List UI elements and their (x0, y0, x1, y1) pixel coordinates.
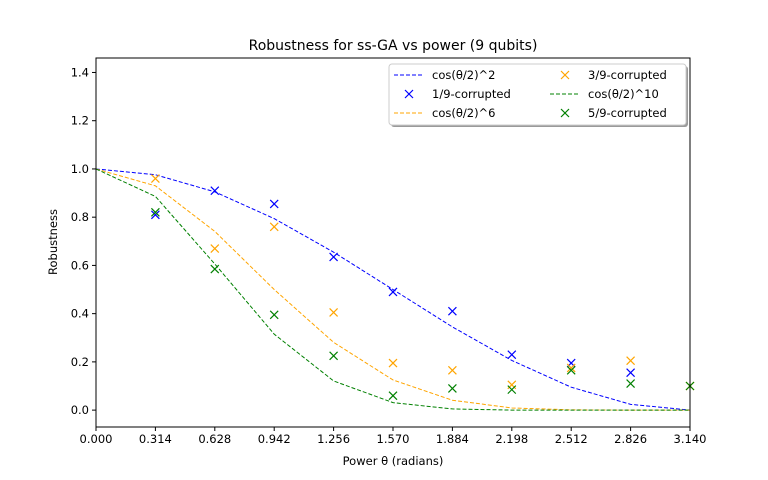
y-axis-label: Robustness (46, 209, 60, 275)
data-point (329, 252, 339, 262)
series-line (95, 168, 691, 411)
x-tick-label: 1.884 (436, 432, 469, 446)
data-point (269, 310, 279, 320)
legend-item: 1/9-corrupted (404, 87, 511, 101)
data-point (447, 383, 457, 393)
data-point (150, 174, 160, 184)
data-point (150, 207, 160, 217)
legend-marker-handle (560, 108, 570, 118)
series-1/9-corrupted (150, 186, 636, 378)
legend-item: 5/9-corrupted (560, 106, 667, 120)
data-point (626, 368, 636, 378)
chart-title: Robustness for ss-GA vs power (9 qubits) (249, 38, 538, 54)
x-axis-ticks: 0.000 0.314 0.628 0.942 1.256 1.570 1.884 2.198… (80, 427, 707, 446)
data-point (150, 210, 160, 220)
data-point (507, 350, 517, 360)
x-tick-label: 2.512 (555, 432, 588, 446)
data-point (388, 358, 398, 368)
data-point (210, 244, 220, 253)
legend-label: 3/9-corrupted (588, 68, 667, 82)
legend-box (388, 63, 687, 126)
data-point (626, 379, 636, 389)
x-tick-label: 1.570 (377, 432, 410, 446)
legend-label: cos(θ/2)^6 (432, 106, 496, 120)
y-axis-ticks: 0.0 0.2 0.4 0.6 0.8 1.0 1.2 1.4 (71, 65, 96, 417)
legend-label: 1/9-corrupted (432, 87, 511, 101)
x-tick-label: 0.942 (258, 432, 291, 446)
x-axis-label: Power θ (radians) (343, 454, 444, 468)
legend-label: 5/9-corrupted (588, 106, 667, 120)
y-tick-label: 0.4 (71, 307, 89, 321)
data-point (269, 222, 279, 232)
series-5/9-corrupted (150, 207, 695, 401)
series-cos(θ/2)^2 (95, 168, 691, 411)
y-tick-label: 0.8 (71, 210, 89, 224)
data-point (626, 356, 636, 366)
legend-label: cos(θ/2)^10 (588, 87, 659, 101)
data-point (447, 365, 457, 375)
x-tick-label: 3.140 (674, 432, 707, 446)
series-3/9-corrupted (150, 174, 695, 391)
x-tick-label: 0.314 (139, 432, 172, 446)
x-tick-label: 0.000 (80, 432, 113, 446)
x-tick-label: 2.198 (495, 432, 528, 446)
series-line (95, 168, 690, 411)
y-tick-label: 0.6 (71, 258, 89, 272)
legend: cos(θ/2)^2 1/9-corrupted cos(θ/2)^6 3/9-cor… (388, 63, 688, 127)
data-point (329, 351, 339, 361)
legend-marker-handle (560, 70, 570, 80)
data-point (329, 308, 339, 317)
data-point (447, 306, 457, 316)
series-cos(θ/2)^10 (95, 168, 690, 411)
data-point (566, 363, 576, 373)
legend-label: cos(θ/2)^2 (432, 68, 496, 82)
data-point (210, 264, 220, 274)
data-point (388, 287, 398, 297)
y-tick-label: 1.4 (71, 65, 89, 79)
legend-item: 3/9-corrupted (560, 68, 667, 82)
legend-item: cos(θ/2)^10 (550, 87, 659, 101)
legend-item: cos(θ/2)^6 (394, 106, 496, 120)
data-point (388, 391, 398, 401)
legend-item: cos(θ/2)^2 (394, 68, 496, 82)
y-tick-label: 1.2 (71, 114, 89, 128)
x-tick-label: 0.628 (198, 432, 231, 446)
legend-marker-handle (404, 89, 414, 99)
data-point (566, 365, 576, 375)
y-tick-label: 1.0 (71, 162, 89, 176)
data-point (507, 385, 517, 395)
x-tick-label: 1.256 (317, 432, 350, 446)
x-tick-label: 2.826 (614, 432, 647, 446)
data-point (210, 186, 220, 196)
plot-area (95, 168, 695, 411)
data-point (269, 199, 279, 209)
y-tick-label: 0.0 (71, 403, 89, 417)
y-tick-label: 0.2 (71, 355, 89, 369)
